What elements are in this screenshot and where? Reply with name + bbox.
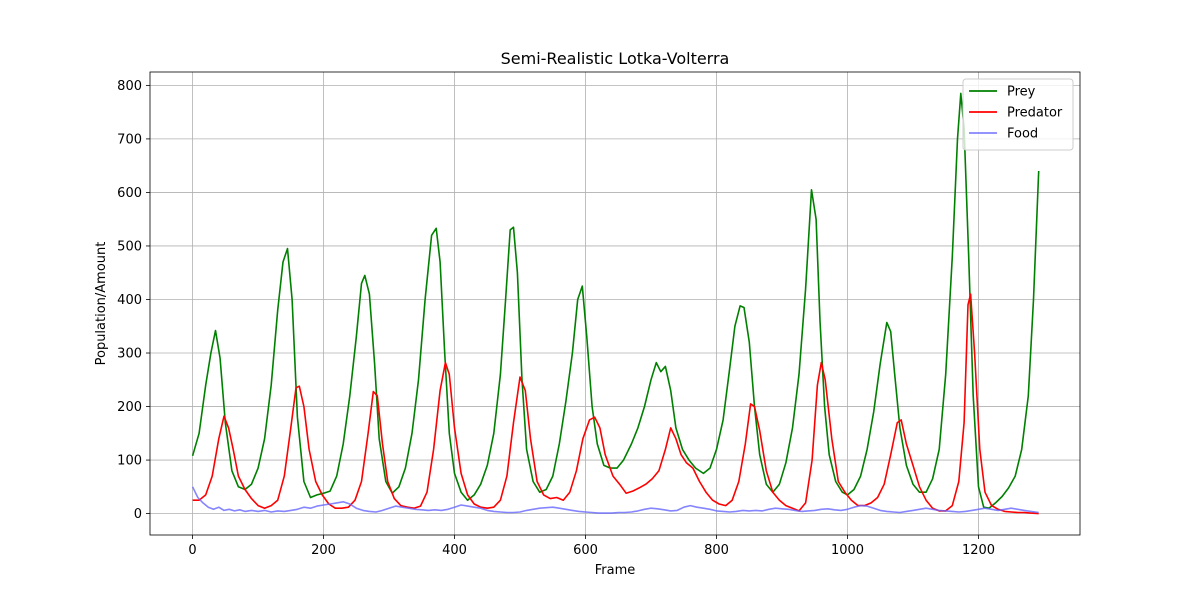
y-axis-label: Population/Amount <box>94 242 109 366</box>
x-tick-label: 0 <box>188 543 196 558</box>
y-tick-label: 200 <box>117 400 142 415</box>
y-tick-label: 600 <box>117 186 142 201</box>
series-line-food <box>191 486 1039 514</box>
x-axis-label: Frame <box>595 563 636 578</box>
y-tick-label: 100 <box>117 454 142 469</box>
legend: Prey Predator Food <box>962 78 1074 151</box>
x-tick-label: 400 <box>442 543 467 558</box>
series-line-prey <box>191 92 1040 509</box>
axis-ticks: 0 200 400 600 800 1000 1200 0 100 200 300 400 500 600… <box>117 79 995 558</box>
chart-title: Semi-Realistic Lotka-Volterra <box>501 49 730 68</box>
legend-label-predator: Predator <box>1007 106 1063 121</box>
grid-lines <box>150 72 1080 535</box>
x-tick-label: 800 <box>704 543 729 558</box>
plot-frame <box>149 71 1081 536</box>
y-tick-label: 300 <box>117 347 142 362</box>
y-tick-label: 700 <box>117 132 142 147</box>
y-tick-label: 500 <box>117 239 142 254</box>
x-tick-label: 200 <box>311 543 336 558</box>
legend-label-prey: Prey <box>1007 85 1036 100</box>
x-tick-label: 1200 <box>962 543 995 558</box>
x-tick-label: 1000 <box>831 543 864 558</box>
legend-label-food: Food <box>1007 127 1038 142</box>
y-tick-label: 800 <box>117 79 142 94</box>
y-tick-label: 0 <box>134 507 142 522</box>
x-tick-label: 600 <box>573 543 598 558</box>
y-tick-label: 400 <box>117 293 142 308</box>
series-layer <box>191 92 1040 515</box>
